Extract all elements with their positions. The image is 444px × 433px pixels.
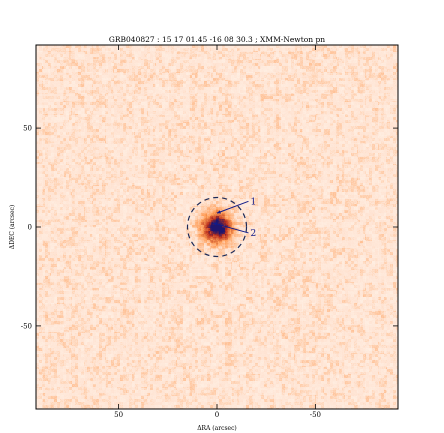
xray-image-canvas xyxy=(36,45,398,409)
marker-arrow-1 xyxy=(217,210,221,214)
axis-ticks xyxy=(36,45,398,409)
plot-frame xyxy=(35,44,399,410)
axis-labels: 50 0 -50 50 0 -50 xyxy=(21,125,321,419)
xray-image-panel xyxy=(36,45,398,409)
y-tick-label: -50 xyxy=(21,322,32,330)
x-tick-label: -50 xyxy=(310,411,321,419)
source-annotations: 12 xyxy=(186,196,256,258)
marker-label-2: 2 xyxy=(250,229,256,239)
marker-line-1 xyxy=(216,200,249,214)
chart-title: GRB040827 : 15 17 01.45 -16 08 30.3 ; XM… xyxy=(109,35,325,44)
y-tick-label: 0 xyxy=(28,224,32,232)
source-extraction-circle xyxy=(186,196,248,258)
marker-label-1: 1 xyxy=(250,197,256,207)
plot-border xyxy=(35,44,399,410)
x-tick-label: 50 xyxy=(114,411,123,419)
marker-line-2 xyxy=(212,222,249,234)
marker-arrow-2 xyxy=(213,222,218,226)
x-axis-label: ΔRA (arcsec) xyxy=(197,425,237,432)
y-axis-label: ΔDEC (arcsec) xyxy=(9,205,16,250)
y-tick-label: 50 xyxy=(23,125,32,133)
x-tick-label: 0 xyxy=(215,411,219,419)
